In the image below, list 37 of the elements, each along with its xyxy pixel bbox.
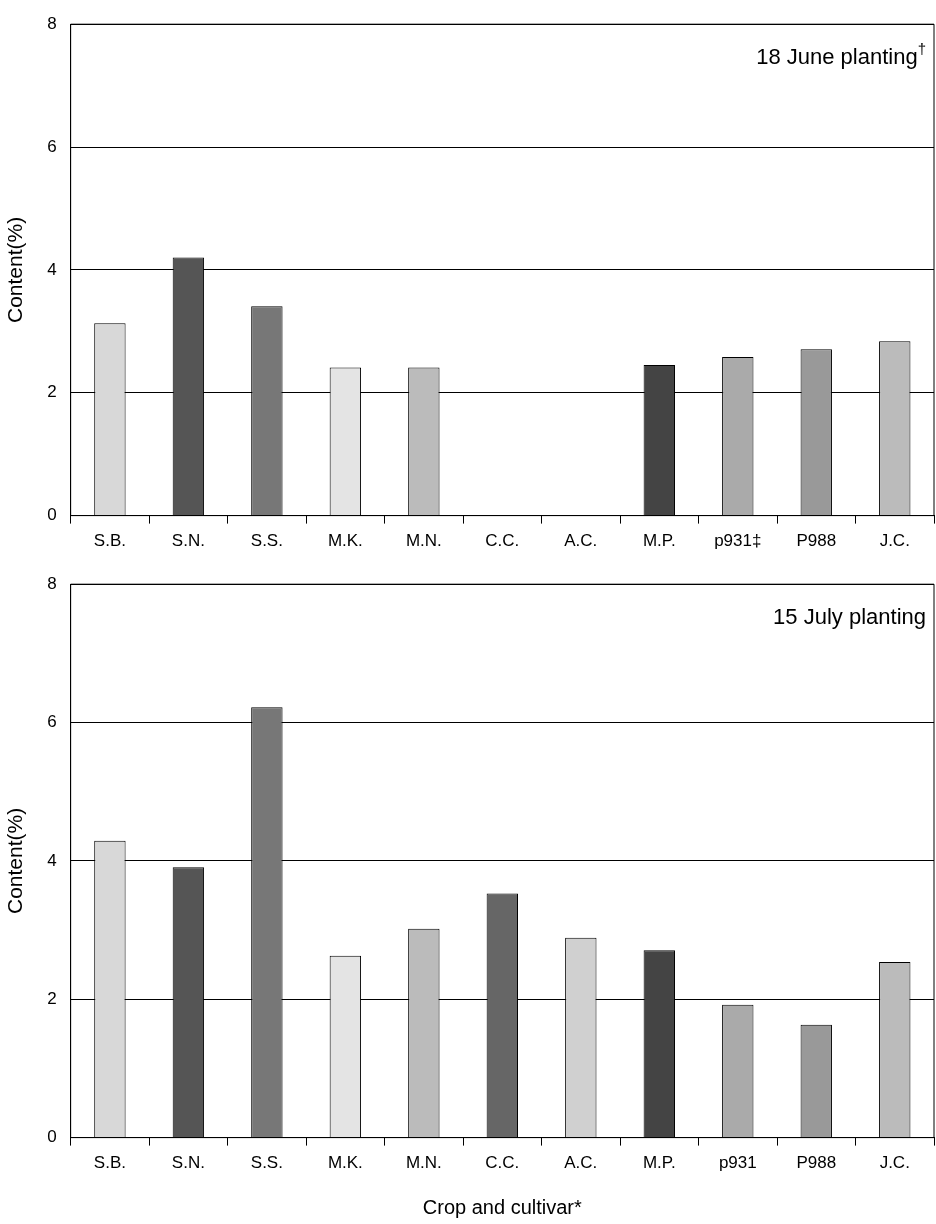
x-tick-label: P988 <box>796 531 837 551</box>
y-tick-label: 8 <box>47 573 57 593</box>
annotation: 15 July planting <box>773 604 927 630</box>
y-tick-label: 6 <box>47 136 57 156</box>
x-tick-label: C.C. <box>485 531 520 551</box>
x-tick-label: p931‡ <box>714 531 762 551</box>
y-tick-label: 8 <box>47 13 57 33</box>
y-axis-title: Content(%) <box>3 807 27 915</box>
x-tick-label: C.C. <box>485 1153 520 1173</box>
x-tick-label: J.C. <box>879 531 910 551</box>
x-tick-label: p931 <box>718 1153 757 1173</box>
x-tick-label: S.B. <box>93 531 126 551</box>
y-axis-title: Content(%) <box>3 216 27 324</box>
x-tick-label: S.B. <box>93 1153 126 1173</box>
annotation: 18 June planting† <box>756 40 926 70</box>
x-tick-label: M.K. <box>327 1153 363 1173</box>
x-tick-label: M.N. <box>405 531 442 551</box>
y-tick-label: 4 <box>47 259 57 279</box>
x-tick-label: A.C. <box>564 1153 598 1173</box>
y-tick-label: 2 <box>47 988 57 1008</box>
x-tick-label: S.N. <box>171 531 205 551</box>
y-tick-label: 2 <box>47 382 57 402</box>
x-tick-label: S.N. <box>171 1153 205 1173</box>
x-tick-label: S.S. <box>250 531 283 551</box>
y-tick-label: 0 <box>47 1127 57 1147</box>
y-tick-label: 4 <box>47 850 57 870</box>
x-tick-label: M.P. <box>642 1153 676 1173</box>
x-tick-label: J.C. <box>879 1153 910 1173</box>
x-tick-label: S.S. <box>250 1153 283 1173</box>
x-tick-label: P988 <box>796 1153 837 1173</box>
y-tick-label: 0 <box>47 505 57 525</box>
y-tick-label: 6 <box>47 712 57 732</box>
x-tick-label: M.P. <box>642 531 676 551</box>
x-tick-label: M.N. <box>405 1153 442 1173</box>
x-tick-label: A.C. <box>564 531 598 551</box>
x-axis-title: Crop and cultivar* <box>422 1195 583 1218</box>
x-tick-label: M.K. <box>327 531 363 551</box>
